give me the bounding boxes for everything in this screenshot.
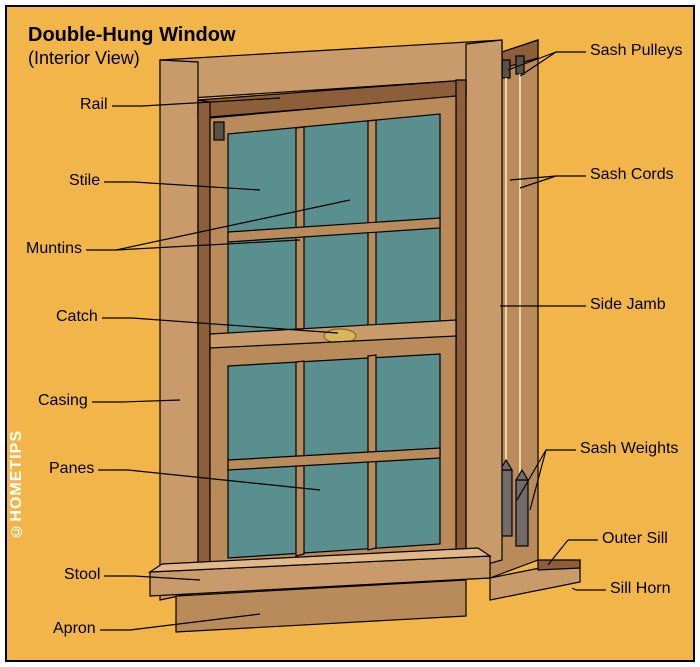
- label-sash-pulleys: Sash Pulleys: [590, 42, 683, 60]
- label-stool: Stool: [64, 566, 100, 584]
- copyright-text: ©HOMETIPS: [8, 430, 26, 540]
- label-apron: Apron: [53, 620, 96, 638]
- label-muntins: Muntins: [26, 240, 82, 258]
- label-sill-horn: Sill Horn: [610, 580, 670, 598]
- diagram-canvas: Double-Hung Window (Interior View) ©HOME…: [0, 0, 700, 667]
- diagram-subtitle: (Interior View): [28, 48, 140, 69]
- label-side-jamb: Side Jamb: [590, 296, 666, 314]
- label-rail: Rail: [80, 96, 108, 114]
- diagram-title: Double-Hung Window: [28, 24, 236, 47]
- label-stile: Stile: [69, 172, 100, 190]
- label-casing: Casing: [38, 392, 88, 410]
- label-sash-weights: Sash Weights: [580, 440, 678, 458]
- label-sash-cords: Sash Cords: [590, 166, 674, 184]
- label-panes: Panes: [49, 460, 94, 478]
- label-catch: Catch: [56, 308, 98, 326]
- label-outer-sill: Outer Sill: [602, 530, 668, 548]
